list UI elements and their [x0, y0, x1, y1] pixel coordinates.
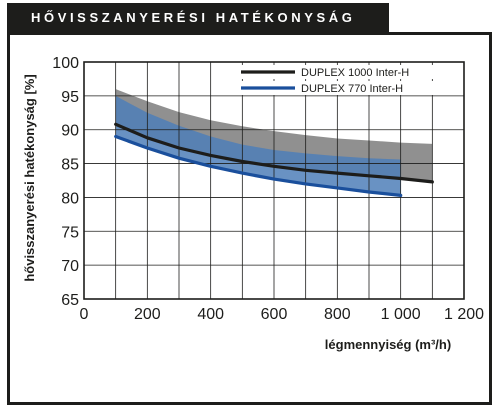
x-axis-label: légmennyiség (m³/h): [325, 337, 451, 352]
grid-layer: [83, 61, 465, 300]
y-tick-label: 65: [61, 292, 79, 309]
y-tick-label: 75: [61, 224, 79, 241]
x-tick-label: 0: [80, 306, 89, 323]
y-tick-label: 90: [61, 123, 79, 140]
chart-title: HŐVISSZANYERÉSI HATÉKONYSÁG: [7, 3, 389, 32]
legend: DUPLEX 1000 Inter-H DUPLEX 770 Inter-H: [238, 65, 443, 95]
y-tick-label: 95: [61, 89, 79, 106]
series-line-1: [114, 122, 434, 184]
legend-label-2: DUPLEX 770 Inter-H: [301, 83, 403, 95]
y-tick-label: 85: [61, 157, 79, 174]
legend-bg: [238, 81, 443, 95]
x-tick-label: 200: [134, 306, 161, 323]
x-tick-label: 800: [324, 306, 351, 323]
plot-frame: [83, 61, 465, 300]
y-axis-label: hővisszanyerési hatékonyság [%]: [22, 74, 37, 281]
x-tick-label: 400: [197, 306, 224, 323]
y-tick-label: 70: [61, 258, 79, 275]
series-line-2: [114, 134, 403, 197]
y-tick-label: 100: [52, 55, 79, 72]
x-tick-label: 1 000: [381, 306, 421, 323]
legend-bg: [238, 65, 443, 79]
x-tick-label: 600: [261, 306, 288, 323]
tick-labels-layer: 0 200 400 600 800 1 000 1 200 65 70 75 80 85 90 95 100: [52, 55, 484, 323]
y-tick-label: 80: [61, 190, 79, 207]
band-series-2: [115, 95, 401, 196]
x-tick-label: 1 200: [444, 306, 484, 323]
lines-layer: [114, 122, 434, 197]
legend-label-1: DUPLEX 1000 Inter-H: [301, 67, 409, 79]
